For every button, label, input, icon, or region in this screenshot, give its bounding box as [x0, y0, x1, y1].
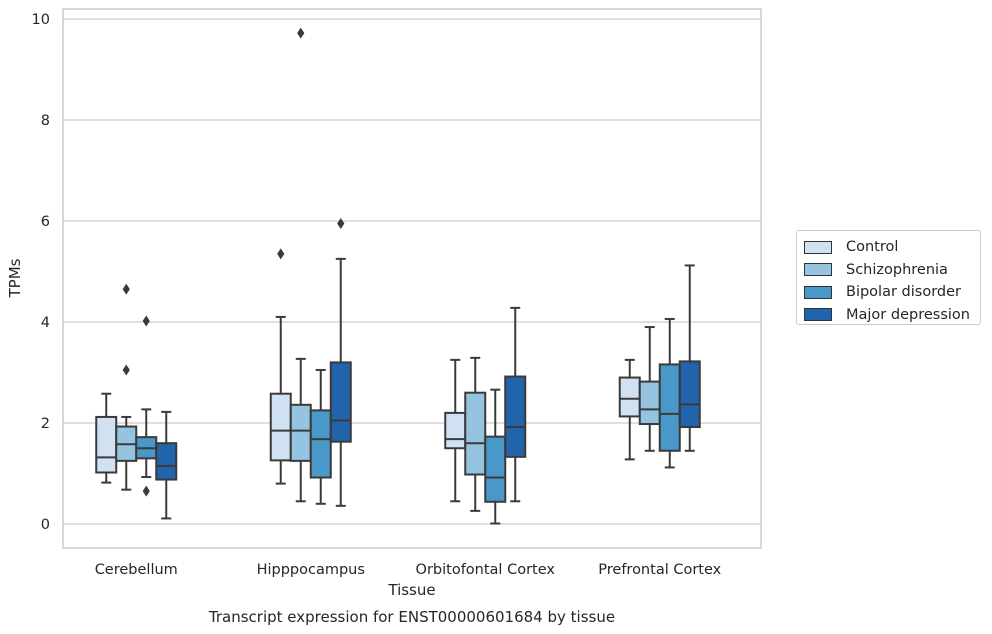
box-bipolar-disorder	[484, 435, 507, 503]
x-tick-label: Prefrontal Cortex	[598, 562, 721, 578]
box-major-depression	[504, 375, 527, 458]
plot-frame	[62, 8, 762, 549]
legend-swatch	[804, 263, 832, 277]
y-tick-label: 10	[32, 12, 50, 28]
x-tick-label: Cerebellum	[95, 562, 178, 578]
box-bipolar-disorder	[309, 409, 332, 479]
legend-label: Bipolar disorder	[846, 284, 961, 301]
outlier-point	[277, 248, 285, 260]
legend-swatch	[804, 308, 832, 322]
outlier-point	[142, 315, 150, 327]
legend: Control Schizophrenia Bipolar disorder Majo…	[796, 230, 981, 325]
legend-label: Schizophrenia	[846, 261, 948, 278]
y-axis-label: TPMs	[6, 258, 24, 298]
box-major-depression	[678, 360, 701, 429]
legend-item: Major depression	[804, 304, 980, 327]
box-schizophrenia	[638, 380, 661, 426]
y-tick-labels: 0 2 4 6 8 10	[32, 12, 50, 533]
box-control	[618, 376, 641, 418]
legend-swatch	[804, 240, 832, 254]
box-bipolar-disorder	[658, 363, 681, 452]
grid-lines	[63, 18, 761, 525]
outlier-point	[297, 27, 305, 39]
legend-label: Control	[846, 239, 899, 256]
y-tick-label: 6	[41, 214, 50, 230]
outlier-point	[122, 283, 130, 295]
box-major-depression	[155, 442, 178, 481]
legend-swatch	[804, 285, 832, 299]
chart-title: Transcript expression for ENST0000060168…	[208, 608, 615, 626]
y-tick-label: 4	[41, 315, 50, 331]
y-tick-label: 0	[41, 517, 50, 533]
box-major-depression	[329, 361, 352, 443]
legend-item: Control	[804, 236, 980, 259]
x-axis-label: Tissue	[387, 581, 435, 599]
box-series	[95, 27, 701, 525]
box-control	[444, 411, 467, 450]
box-schizophrenia	[464, 391, 487, 476]
outlier-point	[122, 364, 130, 376]
box-schizophrenia	[289, 403, 312, 462]
box-control	[95, 415, 118, 474]
legend-item: Bipolar disorder	[804, 281, 980, 304]
x-tick-labels: Cerebellum Hipppocampus Orbitofontal Corte…	[95, 562, 722, 578]
y-tick-label: 2	[41, 416, 50, 432]
outlier-point	[337, 218, 345, 230]
x-tick-label: Orbitofontal Cortex	[416, 562, 556, 578]
y-tick-label: 8	[41, 113, 50, 129]
legend-label: Major depression	[846, 306, 970, 323]
box-control	[269, 392, 292, 462]
legend-item: Schizophrenia	[804, 259, 980, 282]
outlier-point	[142, 485, 150, 497]
x-tick-label: Hipppocampus	[257, 562, 365, 578]
